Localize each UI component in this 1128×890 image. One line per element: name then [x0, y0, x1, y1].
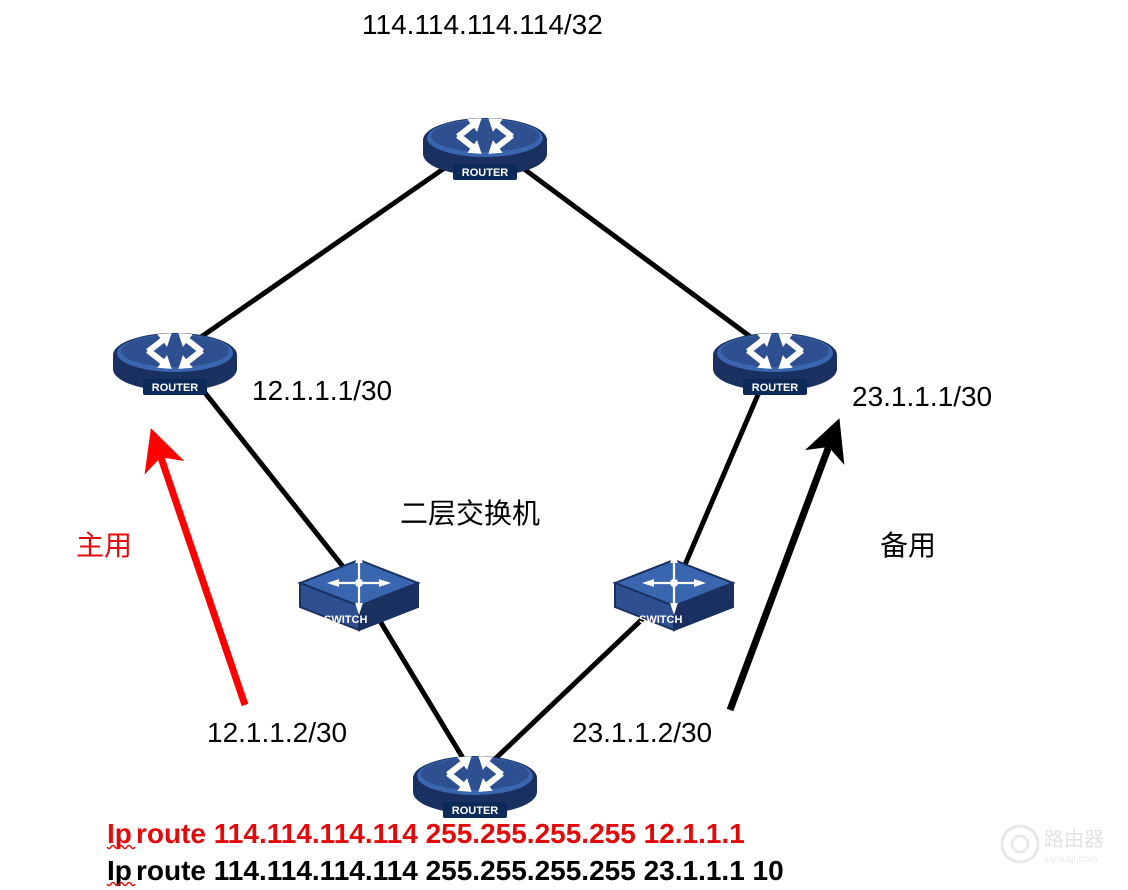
watermark: 路由器 luyouqi.com: [1002, 826, 1104, 865]
switch-label: SWITCH: [324, 614, 367, 626]
router-node: ROUTER: [413, 750, 537, 818]
bottom-right-ip: 23.1.1.2/30: [572, 717, 712, 748]
route1-rest: route 114.114.114.114 255.255.255.255 12…: [136, 818, 745, 849]
switch-node: SWITCH: [615, 551, 733, 630]
router-label: ROUTER: [152, 382, 199, 394]
route2-rest: route 114.114.114.114 255.255.255.255 23…: [136, 855, 784, 886]
right-ip: 23.1.1.1/30: [852, 381, 992, 412]
switch-node: SWITCH: [300, 551, 418, 630]
router-node: ROUTER: [713, 327, 837, 395]
center-label: 二层交换机: [400, 498, 540, 529]
route2-ip: Ip: [107, 855, 132, 886]
left-ip: 12.1.1.1/30: [252, 375, 392, 406]
backup-label: 备用: [880, 530, 936, 561]
router-label: ROUTER: [452, 805, 499, 817]
primary-label: 主用: [76, 530, 132, 561]
switch-label: SWITCH: [639, 614, 682, 626]
svg-text:luyouqi.com: luyouqi.com: [1044, 854, 1097, 865]
router-label: ROUTER: [752, 382, 799, 394]
network-diagram: ROUTER ROUTER ROUTER ROUTER SWITCH SWITCH 114.…: [0, 0, 1128, 890]
route1-ip: Ip: [107, 818, 132, 849]
links: [155, 140, 835, 778]
router-label: ROUTER: [462, 167, 509, 179]
router-node: ROUTER: [113, 327, 237, 395]
top-ip: 114.114.114.114/32: [362, 9, 603, 40]
svg-text:路由器: 路由器: [1044, 828, 1104, 851]
bottom-left-ip: 12.1.1.2/30: [207, 717, 347, 748]
